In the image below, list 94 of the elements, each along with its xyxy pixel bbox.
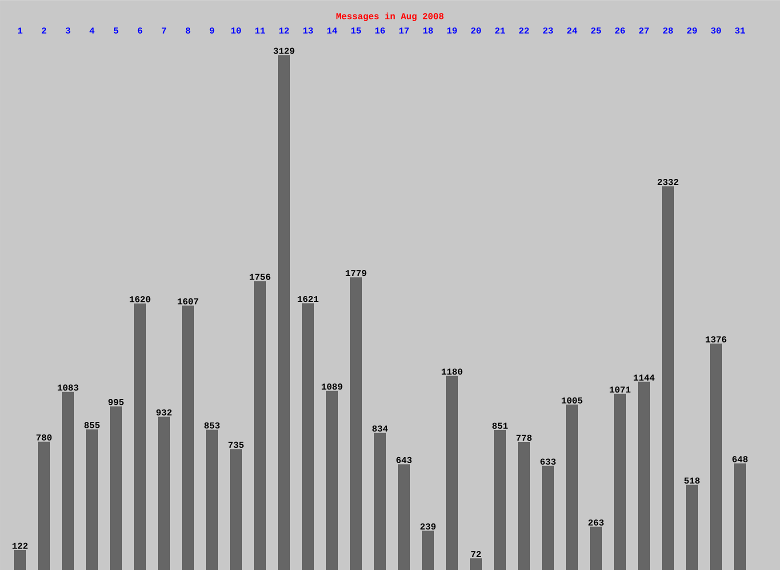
bar xyxy=(230,449,242,570)
x-tick-label: 28 xyxy=(663,27,673,34)
data-label: 1620 xyxy=(130,296,150,302)
bar xyxy=(662,186,674,570)
bar xyxy=(134,303,146,570)
x-tick-label: 8 xyxy=(186,27,190,34)
x-tick-label: 31 xyxy=(735,27,746,34)
data-label: 518 xyxy=(684,477,700,484)
data-label: 1180 xyxy=(442,368,462,375)
data-label: 1089 xyxy=(322,383,342,390)
x-tick-label: 26 xyxy=(615,27,625,34)
data-label: 3129 xyxy=(274,48,294,54)
data-label: 735 xyxy=(228,442,244,448)
bar xyxy=(14,550,26,570)
bar xyxy=(302,303,314,570)
bar xyxy=(62,392,74,570)
x-tick-label: 15 xyxy=(351,27,361,34)
x-tick-label: 25 xyxy=(591,27,601,34)
x-tick-label: 29 xyxy=(687,27,697,34)
x-tick-label: 18 xyxy=(423,27,433,34)
bar xyxy=(542,466,554,570)
x-tick-label: 1 xyxy=(18,28,22,34)
data-label: 1607 xyxy=(178,298,198,304)
data-label: 780 xyxy=(36,434,52,440)
bar xyxy=(710,344,722,570)
bar xyxy=(206,430,218,570)
x-tick-label: 27 xyxy=(639,27,649,34)
x-tick-label: 5 xyxy=(114,27,118,34)
data-label: 853 xyxy=(204,422,220,428)
x-tick-label: 19 xyxy=(447,27,457,34)
bar xyxy=(686,484,698,570)
x-tick-label: 20 xyxy=(471,27,481,34)
chart-title: Messages in Aug 2008 xyxy=(336,12,444,21)
bar xyxy=(590,526,602,570)
data-label: 1144 xyxy=(634,374,655,381)
x-tick-label: 12 xyxy=(279,27,289,34)
x-tick-label: 7 xyxy=(162,28,166,34)
data-label: 1756 xyxy=(250,274,270,280)
bar xyxy=(446,376,458,570)
x-tick-label: 23 xyxy=(543,27,553,34)
x-tick-label: 3 xyxy=(66,27,70,34)
data-label: 1376 xyxy=(706,336,726,342)
data-label: 1621 xyxy=(298,296,318,302)
data-label: 1779 xyxy=(346,270,366,276)
x-tick-label: 13 xyxy=(303,27,313,34)
data-label: 122 xyxy=(12,542,28,549)
x-tick-label: 11 xyxy=(255,28,266,34)
x-tick-label: 17 xyxy=(399,28,409,34)
data-label: 643 xyxy=(396,456,412,463)
bar xyxy=(614,394,626,570)
bar xyxy=(110,406,122,570)
bar xyxy=(518,442,530,570)
bar xyxy=(566,404,578,570)
data-label: 1005 xyxy=(562,397,582,404)
bar xyxy=(38,442,50,570)
bar xyxy=(350,277,362,570)
data-label: 851 xyxy=(492,422,508,429)
bar xyxy=(86,429,98,570)
bar xyxy=(494,430,506,570)
data-label: 932 xyxy=(156,409,172,416)
data-label: 263 xyxy=(588,519,604,526)
data-label: 633 xyxy=(540,458,556,465)
x-tick-label: 22 xyxy=(519,27,529,34)
data-label: 72 xyxy=(471,550,481,557)
x-tick-label: 16 xyxy=(375,27,385,34)
data-label: 1083 xyxy=(58,384,78,391)
data-label: 834 xyxy=(372,425,388,432)
bar xyxy=(734,463,746,570)
x-tick-label: 2 xyxy=(42,27,46,34)
bar xyxy=(278,55,290,570)
bar xyxy=(398,464,410,570)
bar xyxy=(374,432,386,570)
data-label: 239 xyxy=(420,523,436,530)
bar xyxy=(254,280,266,570)
data-label: 995 xyxy=(108,398,124,406)
x-tick-label: 6 xyxy=(138,27,142,34)
bar xyxy=(638,382,650,570)
data-label: 778 xyxy=(516,434,532,441)
x-tick-label: 14 xyxy=(327,28,338,34)
bar xyxy=(422,530,434,570)
x-tick-label: 24 xyxy=(567,27,578,34)
bar xyxy=(158,416,170,570)
bar xyxy=(470,558,482,570)
data-label: 1071 xyxy=(610,386,630,393)
x-tick-label: 9 xyxy=(210,27,214,34)
data-label: 855 xyxy=(84,422,100,428)
data-label: 648 xyxy=(732,456,748,462)
x-tick-label: 21 xyxy=(495,27,506,34)
bar xyxy=(182,306,194,570)
bar xyxy=(326,390,338,570)
x-tick-label: 10 xyxy=(231,27,241,34)
data-label: 2332 xyxy=(658,178,678,185)
x-tick-label: 4 xyxy=(90,28,94,34)
x-tick-label: 30 xyxy=(711,27,721,34)
